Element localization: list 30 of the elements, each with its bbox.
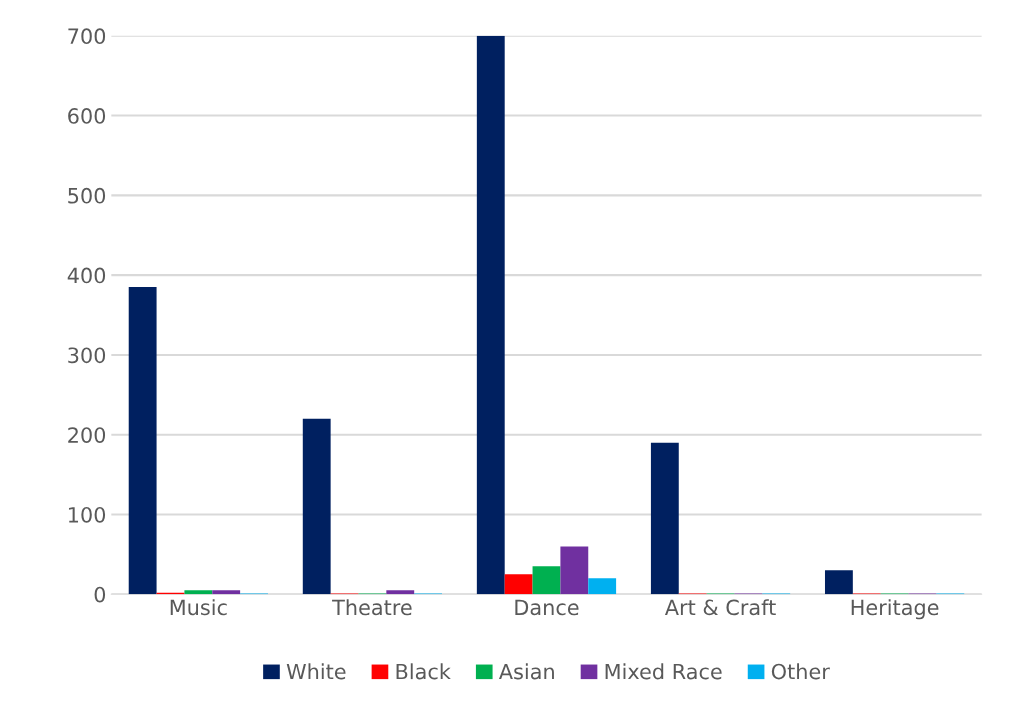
bar [184, 590, 213, 595]
x-tick-label: Dance [515, 599, 579, 616]
y-tick-label: 700 [68, 28, 106, 45]
y-tick-label: 100 [68, 506, 106, 523]
bar [212, 590, 241, 595]
bar [128, 287, 157, 595]
y-tick-label: 600 [68, 108, 106, 124]
x-tick-label: Heritage [851, 599, 939, 620]
bar [476, 35, 505, 595]
y-tick-label: 0 [94, 586, 106, 603]
x-tick-label: Theatre [332, 599, 412, 616]
x-tick-label: Art & Craft [664, 599, 776, 616]
x-tick-label: Music [170, 599, 227, 616]
bar [504, 574, 533, 595]
y-tick-label: 300 [68, 347, 106, 364]
y-tick-label: 400 [67, 267, 106, 284]
y-tick-label: 200 [68, 427, 106, 443]
legend-label: Asian [498, 663, 554, 680]
legend-label: Black [396, 663, 451, 680]
bar [560, 546, 589, 595]
bar [824, 570, 853, 595]
y-tick-label: 500 [68, 187, 106, 204]
legend-label: Other [771, 663, 830, 680]
bar [650, 442, 679, 595]
bar [532, 566, 561, 595]
bar [302, 418, 331, 595]
legend-label: Mixed Race [605, 663, 722, 680]
bar [588, 578, 617, 595]
bar [386, 590, 415, 595]
legend-label: White [286, 663, 346, 680]
